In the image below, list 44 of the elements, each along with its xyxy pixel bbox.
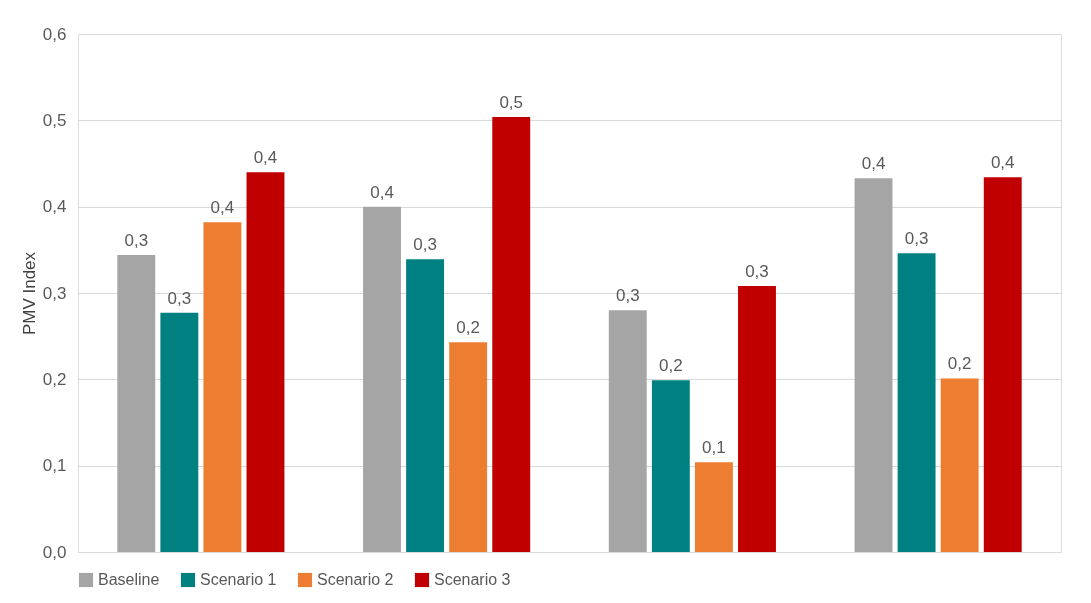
bar bbox=[160, 312, 199, 552]
data-label: 0,2 bbox=[947, 354, 972, 374]
data-label: 0,4 bbox=[370, 182, 394, 202]
bar bbox=[203, 222, 242, 552]
bar bbox=[940, 378, 979, 552]
legend-label: Scenario 1 bbox=[200, 571, 277, 588]
data-label: 0,3 bbox=[745, 262, 769, 282]
data-label: 0,2 bbox=[659, 356, 683, 376]
bar bbox=[492, 116, 531, 552]
y-tick-label: 0,5 bbox=[42, 110, 67, 130]
y-tick-label: 0,6 bbox=[42, 24, 67, 44]
y-tick-label: 0,2 bbox=[42, 369, 67, 389]
data-label: 0,2 bbox=[456, 318, 480, 338]
y-tick-label: 0,4 bbox=[42, 197, 67, 217]
bar bbox=[694, 462, 733, 552]
data-label: 0,3 bbox=[413, 235, 437, 255]
data-label: 0,4 bbox=[253, 148, 278, 168]
data-label: 0,4 bbox=[990, 153, 1015, 173]
bar bbox=[854, 178, 893, 552]
bar bbox=[983, 177, 1022, 552]
data-label: 0,1 bbox=[702, 438, 726, 458]
legend-label: Baseline bbox=[98, 571, 160, 588]
data-label: 0,3 bbox=[167, 288, 192, 308]
y-tick-label: 0,0 bbox=[42, 542, 67, 562]
y-axis-title: PMV Index bbox=[19, 251, 39, 336]
data-label: 0,3 bbox=[124, 231, 149, 251]
bar bbox=[651, 380, 690, 552]
y-tick-label: 0,1 bbox=[42, 456, 67, 476]
bar bbox=[363, 206, 401, 552]
data-label: 0,5 bbox=[499, 92, 524, 112]
data-label: 0,3 bbox=[904, 229, 929, 249]
bar bbox=[406, 259, 445, 552]
bar bbox=[897, 253, 936, 552]
data-label: 0,4 bbox=[861, 154, 886, 174]
bar bbox=[117, 255, 156, 552]
legend-label: Scenario 3 bbox=[434, 571, 511, 588]
bar bbox=[246, 172, 285, 552]
bar bbox=[449, 342, 488, 552]
bar bbox=[738, 286, 776, 552]
data-label: 0,4 bbox=[210, 198, 235, 218]
bar bbox=[608, 310, 647, 552]
data-label: 0,3 bbox=[615, 286, 640, 306]
y-tick-label: 0,3 bbox=[42, 283, 67, 303]
legend-label: Scenario 2 bbox=[317, 571, 394, 588]
